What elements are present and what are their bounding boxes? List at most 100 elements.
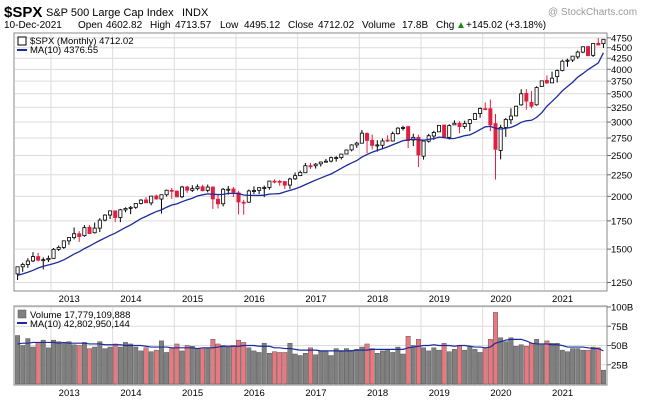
candle-body-2013-10 bbox=[97, 219, 102, 229]
candle-body-2017-04 bbox=[313, 163, 318, 167]
volume-bar-2015-09 bbox=[215, 343, 221, 385]
chg-label: Chg bbox=[436, 20, 454, 31]
price-x-axis: 2013 2014 2015 2016 2017 2018 2019 2020 2021 bbox=[59, 294, 573, 305]
candle-body-2015-10 bbox=[221, 188, 226, 205]
volume-bar-2020-05 bbox=[503, 341, 509, 385]
volume-bar-2014-08 bbox=[148, 351, 154, 385]
candle-body-2015-11 bbox=[226, 188, 231, 191]
candle-body-2013-02 bbox=[56, 246, 61, 250]
volume-bar-2013-10 bbox=[97, 341, 103, 385]
volume-value: 17.8B bbox=[402, 20, 428, 31]
volume-bar-2012-11 bbox=[40, 339, 46, 385]
candle-body-2016-11 bbox=[287, 178, 292, 186]
volume-x-label-2014: 2014 bbox=[120, 388, 141, 399]
price-tick-label-1750: 1750 bbox=[611, 216, 632, 227]
candle-body-2013-12 bbox=[108, 210, 113, 216]
volume-bar-2015-01 bbox=[174, 343, 180, 385]
volume-bar-2012-06 bbox=[15, 335, 20, 385]
candle-body-2017-09 bbox=[339, 153, 344, 158]
volume-bar-2016-10 bbox=[282, 352, 288, 385]
candle-body-2013-09 bbox=[92, 227, 97, 234]
candle-body-2012-11 bbox=[41, 259, 46, 262]
volume-bar-2013-06 bbox=[76, 345, 82, 385]
candle-body-2013-06 bbox=[77, 233, 82, 237]
candle-body-2019-12 bbox=[478, 108, 483, 114]
candle-body-2018-04 bbox=[375, 144, 380, 147]
price-tick-label-2750: 2750 bbox=[611, 133, 632, 144]
volume-bar-2014-07 bbox=[143, 347, 149, 385]
volume-bar-2012-09 bbox=[30, 346, 36, 385]
volume-bar-2014-09 bbox=[153, 349, 159, 385]
volume-bar-2017-03 bbox=[308, 347, 313, 385]
price-tick-label-3000: 3000 bbox=[611, 118, 632, 129]
index-name: S&P 500 Large Cap Index bbox=[46, 7, 174, 19]
price-legend-label: $SPX (Monthly) 4712.02 bbox=[30, 36, 134, 47]
candle-body-2013-08 bbox=[87, 226, 92, 234]
candle-body-2021-03 bbox=[555, 70, 560, 78]
candle-body-2017-10 bbox=[344, 149, 349, 155]
candle-body-2014-10 bbox=[159, 194, 164, 200]
candle-body-2017-07 bbox=[329, 157, 334, 162]
price-y-axis: 1250 1500 1750 2000 2250 2500 2750 3000 3250 3500… bbox=[607, 33, 632, 289]
candle-body-2020-01 bbox=[483, 108, 488, 111]
volume-bar-2015-10 bbox=[220, 345, 226, 385]
volume-bar-2021-07 bbox=[575, 348, 581, 385]
candle-body-2020-06 bbox=[508, 115, 513, 121]
candle-body-2016-02 bbox=[241, 201, 246, 204]
price-x-label-2019: 2019 bbox=[429, 294, 450, 305]
candle-body-2019-05 bbox=[442, 124, 447, 139]
candle-body-2016-09 bbox=[277, 180, 282, 183]
volume-bar-2013-12 bbox=[107, 346, 113, 385]
candle-body-2014-01 bbox=[113, 210, 118, 218]
volume-x-label-2021: 2021 bbox=[552, 388, 573, 399]
volume-tick-label-25B: 25B bbox=[611, 360, 628, 371]
candle-body-2013-07 bbox=[82, 227, 87, 237]
candle-body-2016-01 bbox=[236, 192, 241, 203]
price-tick-label-4750: 4750 bbox=[611, 33, 632, 44]
candle-body-2012-10 bbox=[36, 256, 41, 261]
price-x-label-2013: 2013 bbox=[59, 294, 80, 305]
price-tick-label-2250: 2250 bbox=[611, 170, 632, 181]
quote-date: 10-Dec-2021 bbox=[4, 20, 62, 31]
candle-body-2020-11 bbox=[534, 87, 539, 106]
price-candles bbox=[15, 38, 606, 281]
candle-body-2015-02 bbox=[180, 186, 185, 198]
volume-bar-2018-07 bbox=[390, 352, 396, 385]
volume-bar-2016-04 bbox=[251, 350, 257, 385]
volume-bar-2016-01 bbox=[236, 339, 241, 385]
price-grid bbox=[15, 34, 606, 290]
volume-bar-2013-07 bbox=[81, 342, 87, 385]
volume-bar-2019-12 bbox=[477, 352, 483, 385]
volume-x-label-2018: 2018 bbox=[367, 388, 388, 399]
symbol-title: $SPX bbox=[4, 4, 42, 21]
volume-bar-2017-05 bbox=[318, 350, 324, 385]
candle-body-2019-03 bbox=[431, 132, 436, 137]
price-x-label-2017: 2017 bbox=[305, 294, 326, 305]
candle-body-2015-01 bbox=[174, 190, 179, 198]
volume-bar-2014-02 bbox=[117, 346, 123, 385]
candle-body-2020-02 bbox=[488, 108, 493, 126]
candle-body-2015-12 bbox=[231, 188, 236, 193]
candle-body-2015-05 bbox=[195, 186, 200, 190]
volume-bar-2020-08 bbox=[518, 344, 524, 385]
volume-bar-2013-02 bbox=[56, 341, 62, 385]
volume-bar-2014-11 bbox=[164, 352, 170, 385]
price-legend-swatch bbox=[17, 36, 27, 46]
volume-bar-2018-01 bbox=[359, 346, 365, 385]
volume-bar-2021-01 bbox=[544, 340, 550, 385]
candle-body-2019-07 bbox=[452, 122, 457, 126]
volume-bar-2015-04 bbox=[189, 346, 195, 385]
volume-bar-2021-05 bbox=[565, 351, 570, 385]
candle-body-2019-11 bbox=[472, 113, 477, 120]
candle-body-2017-01 bbox=[298, 172, 303, 176]
volume-bar-2020-12 bbox=[539, 343, 545, 385]
candle-body-2016-07 bbox=[267, 180, 272, 188]
volume-bar-2020-01 bbox=[482, 348, 488, 385]
volume-legend: Volume 17,779,109,888 MA(10) 42,802,950,… bbox=[17, 309, 130, 330]
volume-bar-2014-01 bbox=[112, 343, 118, 385]
volume-bar-2016-11 bbox=[287, 342, 293, 385]
volume-bar-2016-09 bbox=[277, 352, 283, 385]
volume-bar-2014-05 bbox=[133, 346, 139, 385]
